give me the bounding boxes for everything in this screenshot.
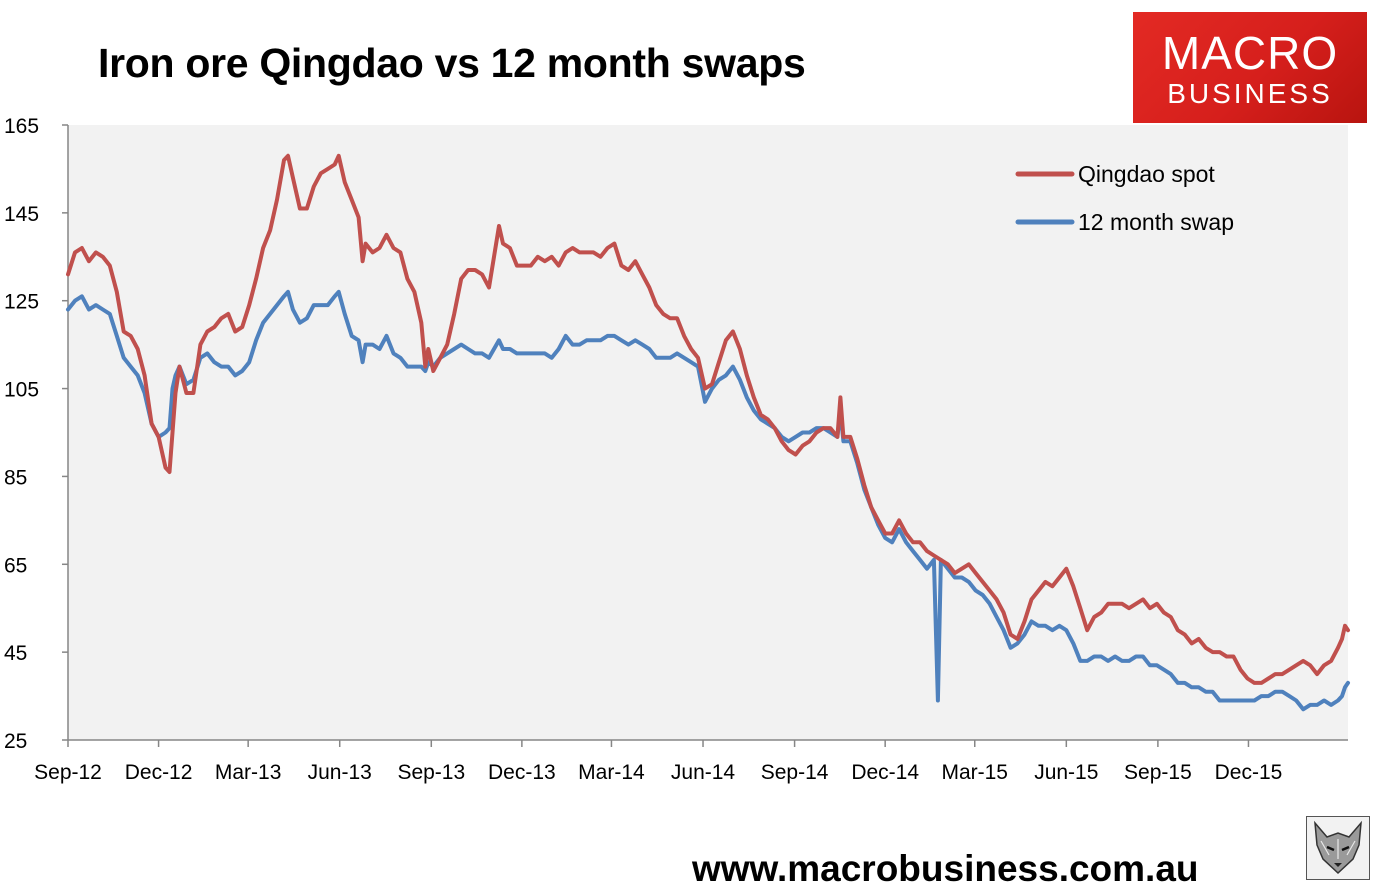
chart-title: Iron ore Qingdao vs 12 month swaps (98, 40, 806, 86)
legend-label: 12 month swap (1078, 209, 1234, 235)
x-tick-label: Mar-15 (941, 761, 1008, 784)
x-tick-label: Dec-12 (125, 761, 193, 784)
x-tick-label: Mar-14 (578, 761, 645, 784)
legend: Qingdao spot 12 month swap (1015, 161, 1234, 235)
y-tick-label: 25 (4, 730, 27, 753)
x-tick-label: Dec-15 (1215, 761, 1283, 784)
y-tick-label: 45 (4, 642, 27, 665)
macrobusiness-logo: MACRO BUSINESS (1133, 12, 1367, 123)
x-tick-label: Jun-15 (1034, 761, 1098, 784)
y-tick-label: 105 (4, 379, 39, 402)
series-line-qingdao-spot (66, 153, 1350, 685)
logo-line-1: MACRO (1161, 27, 1339, 79)
y-tick-label: 65 (4, 554, 27, 577)
x-tick-label: Dec-13 (488, 761, 556, 784)
y-tick-label: 85 (4, 466, 27, 489)
x-tick-label: Mar-13 (215, 761, 282, 784)
x-tick-label: Jun-13 (308, 761, 372, 784)
legend-label: Qingdao spot (1078, 161, 1215, 187)
x-tick-label: Sep-12 (34, 761, 102, 784)
x-tick-label: Jun-14 (671, 761, 736, 784)
x-tick-label: Sep-14 (761, 761, 829, 784)
y-tick-label: 125 (4, 291, 39, 314)
y-tick-label: 145 (4, 203, 39, 226)
plot-area (68, 125, 1348, 740)
x-tick-label: Dec-14 (851, 761, 919, 784)
x-tick-label: Sep-13 (397, 761, 465, 784)
axes: 25 45 65 85 105 125 145 165 Sep-12 Dec-12 Mar-13 Ju… (4, 115, 1348, 784)
logo-line-2: BUSINESS (1167, 78, 1333, 109)
wolf-head-icon (1306, 816, 1370, 880)
series-layer (66, 153, 1350, 712)
website-url: www.macrobusiness.com.au (692, 848, 1199, 889)
x-tick-label: Sep-15 (1124, 761, 1192, 784)
y-tick-label: 165 (4, 115, 39, 138)
